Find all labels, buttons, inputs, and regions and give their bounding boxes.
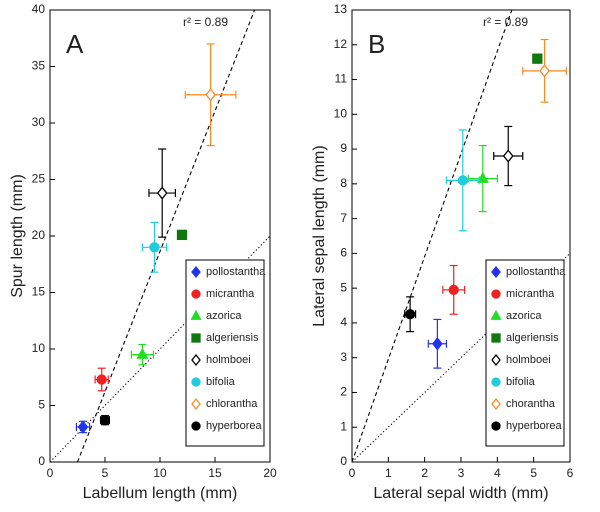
legend-text: holmboei [206, 354, 251, 366]
legend-swatch [491, 377, 501, 387]
panel-letter: A [66, 29, 84, 59]
legend-text: pollostantha [206, 266, 266, 278]
marker [176, 229, 188, 241]
legend-text: bifolia [506, 376, 536, 388]
legend-swatch [490, 309, 502, 320]
legend-swatch [491, 421, 501, 431]
marker [448, 284, 459, 296]
legend-text: micrantha [206, 288, 255, 300]
x-axis-label: Lateral sepal width (mm) [373, 485, 548, 502]
x-tick-label: 2 [421, 466, 428, 480]
legend-text: algeriensis [506, 332, 559, 344]
y-tick-label: 40 [32, 2, 46, 16]
y-tick-label: 7 [340, 211, 347, 225]
y-tick-label: 4 [340, 315, 347, 329]
y-tick-label: 9 [340, 141, 347, 155]
legend-text: holmboei [506, 354, 551, 366]
legend-swatch [491, 353, 501, 367]
marker [136, 347, 149, 359]
y-tick-label: 5 [340, 280, 347, 294]
y-tick-label: 11 [335, 72, 348, 86]
legend-swatch [491, 265, 501, 279]
x-tick-label: 5 [102, 466, 109, 480]
legend-text: hyperborea [506, 420, 563, 432]
x-tick-label: 15 [208, 466, 222, 480]
y-tick-label: 35 [32, 59, 46, 73]
legend-swatch [191, 265, 201, 279]
reference-line [76, 9, 256, 463]
legend-text: chlorantha [206, 398, 258, 410]
marker [404, 309, 416, 320]
legend-swatch [491, 397, 501, 411]
y-tick-label: 15 [32, 285, 46, 299]
marker [432, 337, 443, 351]
x-tick-label: 3 [458, 466, 465, 480]
y-tick-label: 5 [38, 398, 45, 412]
x-tick-label: 0 [47, 466, 54, 480]
y-tick-label: 30 [32, 115, 46, 129]
y-tick-label: 25 [32, 172, 46, 186]
y-tick-label: 0 [38, 454, 45, 468]
legend-swatch [191, 333, 201, 343]
y-tick-label: 0 [340, 454, 347, 468]
x-tick-label: 5 [530, 466, 537, 480]
panel-letter: B [368, 29, 385, 59]
marker [77, 420, 89, 434]
legend-text: hyperborea [206, 420, 263, 432]
legend-swatch [191, 289, 201, 299]
marker [476, 171, 489, 183]
y-tick-label: 3 [340, 350, 347, 364]
marker [502, 149, 514, 163]
y-tick-label: 12 [334, 37, 348, 51]
marker [205, 88, 216, 102]
x-tick-label: 6 [567, 466, 574, 480]
x-tick-label: 1 [385, 466, 392, 480]
x-tick-label: 20 [263, 466, 277, 480]
legend-text: azorica [506, 310, 542, 322]
y-tick-label: 20 [32, 228, 46, 242]
legend-swatch [191, 377, 201, 387]
y-tick-label: 13 [334, 2, 348, 16]
legend-text: pollostantha [506, 266, 566, 278]
marker [156, 186, 168, 200]
x-tick-label: 10 [153, 466, 167, 480]
marker [149, 242, 160, 253]
y-tick-label: 10 [334, 106, 348, 120]
legend-swatch [191, 353, 201, 367]
annotation: r² = 0.89 [483, 15, 528, 29]
x-tick-label: 4 [494, 466, 501, 480]
marker [539, 64, 550, 78]
legend-swatch [190, 309, 202, 320]
marker [99, 415, 111, 426]
legend-swatch [191, 397, 201, 411]
marker [532, 53, 543, 64]
legend-text: micrantha [506, 288, 555, 300]
marker [457, 175, 468, 186]
y-tick-label: 6 [340, 246, 347, 260]
legend-text: chorantha [506, 398, 556, 410]
x-tick-label: 0 [349, 466, 356, 480]
annotation: r² = 0.89 [183, 15, 228, 29]
legend-swatch [491, 289, 501, 299]
legend-swatch [191, 421, 201, 431]
y-tick-label: 8 [340, 176, 347, 190]
reference-line [351, 9, 513, 463]
y-tick-label: 1 [340, 419, 347, 433]
legend-text: algeriensis [206, 332, 259, 344]
x-axis-label: Labellum length (mm) [83, 485, 238, 502]
y-tick-label: 10 [32, 341, 46, 355]
y-tick-label: 2 [340, 385, 347, 399]
y-axis-label: Lateral sepal length (mm) [311, 145, 328, 326]
legend-swatch [491, 333, 501, 343]
y-axis-label: Spur length (mm) [9, 174, 26, 298]
marker [96, 374, 107, 385]
legend-text: azorica [206, 310, 242, 322]
legend-text: bifolia [206, 376, 236, 388]
